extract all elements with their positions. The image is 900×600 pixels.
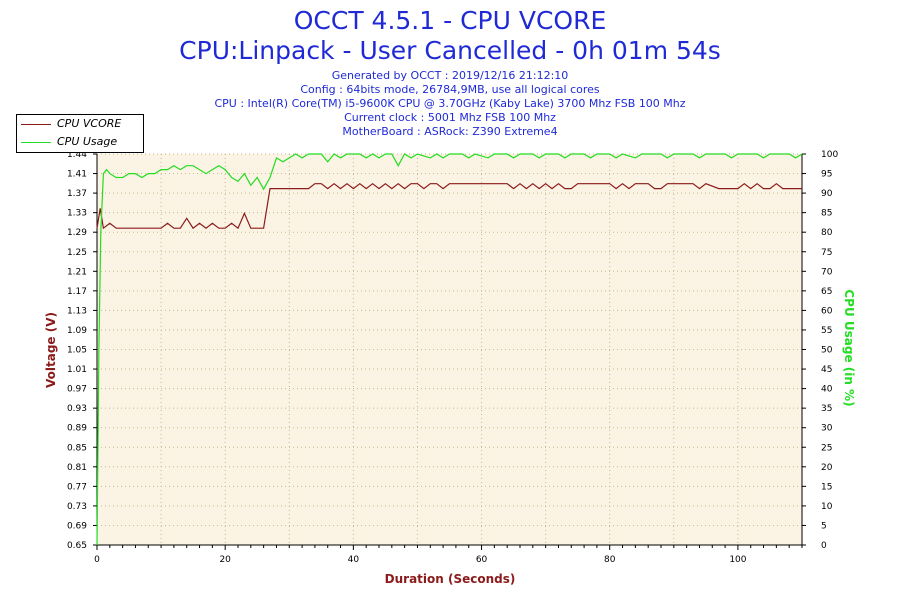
y-right-tick-label: 90: [821, 189, 833, 199]
y-left-tick-label: 1.44: [67, 150, 87, 160]
y-left-tick-label: 0.73: [67, 502, 87, 512]
y-right-tick-label: 25: [821, 443, 832, 453]
y-right-tick-label: 50: [821, 346, 833, 356]
legend-swatch-vcore: [21, 124, 51, 125]
info-cpu: CPU : Intel(R) Core(TM) i5-9600K CPU @ 3…: [214, 97, 686, 110]
y-left-tick-label: 0.81: [67, 463, 87, 473]
chart-legend: CPU VCORE CPU Usage: [16, 114, 144, 153]
info-clock: Current clock : 5001 Mhz FSB 100 Mhz: [344, 111, 556, 124]
y-left-tick-label: 0.93: [67, 404, 87, 414]
y-left-tick-label: 1.13: [67, 306, 87, 316]
chart-subtitle: CPU:Linpack - User Cancelled - 0h 01m 54…: [179, 36, 721, 65]
chart-title: OCCT 4.5.1 - CPU VCORE: [293, 6, 607, 35]
y-left-tick-label: 1.37: [67, 189, 87, 199]
y-left-tick-label: 1.17: [67, 287, 87, 297]
y-right-tick-label: 15: [821, 482, 832, 492]
y-right-tick-label: 60: [821, 306, 833, 316]
y-right-tick-label: 65: [821, 287, 832, 297]
y-left-tick-label: 1.05: [67, 346, 87, 356]
y-right-tick-label: 20: [821, 463, 833, 473]
legend-label-usage: CPU Usage: [57, 135, 118, 148]
y-left-tick-label: 1.41: [67, 170, 87, 180]
y-left-tick-label: 1.09: [67, 326, 87, 336]
x-tick-label: 80: [604, 555, 616, 565]
y-right-tick-label: 0: [821, 541, 827, 551]
y-right-tick-label: 45: [821, 365, 832, 375]
y-left-tick-label: 0.97: [67, 385, 87, 395]
legend-item-usage: CPU Usage: [17, 134, 143, 150]
y-right-tick-label: 70: [821, 267, 833, 277]
y-left-tick-label: 1.29: [67, 228, 87, 238]
y-right-tick-label: 80: [821, 228, 833, 238]
info-generated: Generated by OCCT : 2019/12/16 21:12:10: [331, 69, 569, 82]
series-line-usage: [96, 153, 803, 546]
x-tick-label: 0: [94, 555, 100, 565]
y-right-tick-label: 85: [821, 209, 832, 219]
y-right-tick-label: 30: [821, 424, 833, 434]
y-left-tick-label: 0.69: [67, 521, 87, 531]
y-left-tick-label: 0.77: [67, 482, 87, 492]
x-axis-title: Duration (Seconds): [384, 572, 516, 586]
y-right-tick-label: 55: [821, 326, 832, 336]
series-line-vcore: [96, 182, 802, 230]
y-right-tick-label: 10: [821, 502, 833, 512]
y-axis-right-title: CPU Usage (in %): [842, 289, 856, 407]
info-config: Config : 64bits mode, 26784,9MB, use all…: [300, 83, 600, 96]
y-right-tick-label: 95: [821, 170, 832, 180]
y-right-tick-label: 40: [821, 385, 833, 395]
x-tick-label: 40: [348, 555, 360, 565]
y-left-tick-label: 0.85: [67, 443, 87, 453]
info-motherboard: MotherBoard : ASRock: Z390 Extreme4: [342, 125, 558, 138]
y-left-tick-label: 0.89: [67, 424, 87, 434]
x-tick-label: 20: [219, 555, 231, 565]
legend-label-vcore: CPU VCORE: [57, 117, 122, 130]
y-left-tick-label: 1.33: [67, 209, 87, 219]
y-right-tick-label: 5: [821, 521, 827, 531]
y-left-tick-label: 1.21: [67, 267, 87, 277]
y-right-tick-label: 100: [821, 150, 838, 160]
x-tick-label: 100: [729, 555, 746, 565]
y-left-tick-label: 0.65: [67, 541, 87, 551]
y-right-tick-label: 75: [821, 248, 832, 258]
x-tick-label: 60: [476, 555, 488, 565]
y-left-tick-label: 1.25: [67, 248, 87, 258]
legend-swatch-usage: [21, 142, 51, 143]
y-axis-left-title: Voltage (V): [44, 312, 58, 388]
legend-item-vcore: CPU VCORE: [17, 116, 143, 132]
y-left-tick-label: 1.01: [67, 365, 87, 375]
y-right-tick-label: 35: [821, 404, 832, 414]
